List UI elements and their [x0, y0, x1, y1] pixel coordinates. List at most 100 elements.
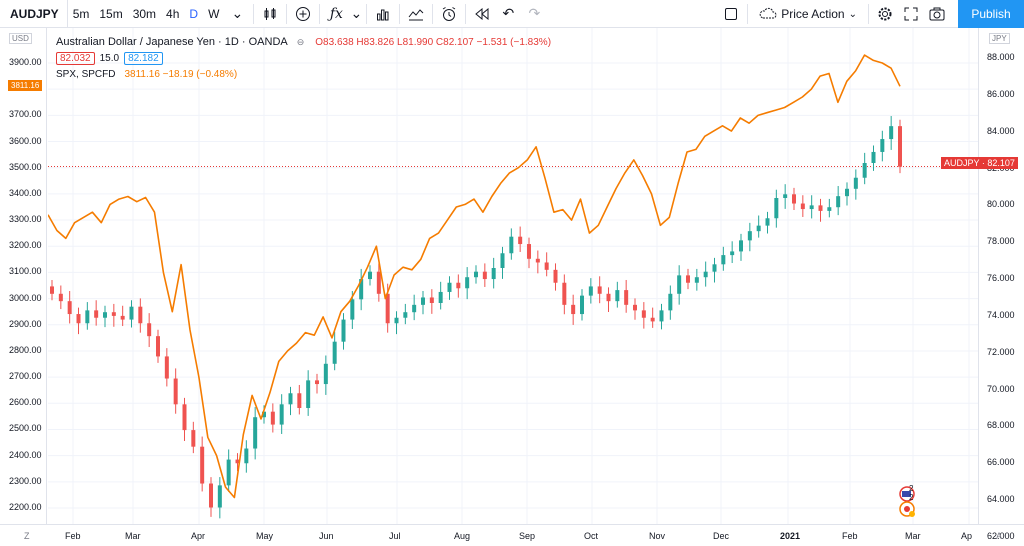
- interval-dropdown-chevron-icon[interactable]: ⌄: [231, 5, 244, 21]
- candle: [606, 287, 611, 313]
- candle: [129, 300, 134, 328]
- bid-ask-row: 82.032 15.0 82.182: [56, 50, 551, 66]
- left-price-axis[interactable]: USD 3900.003800.003700.003600.003500.003…: [0, 28, 47, 524]
- candle: [827, 198, 832, 218]
- overlay-symbol[interactable]: SPX, SPCFD: [56, 68, 116, 80]
- candle-body: [544, 262, 549, 270]
- right-price-axis[interactable]: JPY 88.00086.00084.00082.00080.00078.000…: [978, 28, 1024, 541]
- candle: [712, 257, 717, 283]
- left-axis-tick: 3100.00: [9, 266, 42, 277]
- candle-body: [730, 251, 735, 256]
- candle-body: [633, 304, 637, 311]
- candle: [862, 152, 867, 185]
- candle-body: [217, 485, 222, 508]
- interval-4h[interactable]: 4h: [166, 6, 180, 21]
- candle-body: [323, 363, 328, 385]
- right-axis-tick: 72.000: [987, 346, 1015, 357]
- indicators-chevron-icon[interactable]: ⌄: [350, 5, 363, 21]
- candle: [880, 130, 885, 162]
- time-axis-label: Mar: [905, 531, 921, 541]
- candle: [447, 276, 452, 300]
- candle: [341, 313, 346, 350]
- candle-body: [173, 378, 178, 405]
- ohlc-values: O83.638 H83.826 L81.990 C82.107 −1.531 (…: [315, 36, 552, 48]
- candle-body: [668, 293, 673, 311]
- interval-w[interactable]: W: [208, 6, 220, 21]
- overlay-legend: SPX, SPCFD 3811.16 −18.19 (−0.48%): [56, 66, 551, 82]
- right-axis-tick: 88.000: [987, 52, 1015, 62]
- template-dropdown[interactable]: Price Action ⌄: [751, 7, 865, 22]
- right-axis-tick: 84.000: [987, 125, 1015, 136]
- candle: [85, 302, 90, 330]
- candle: [279, 394, 284, 434]
- candle-body: [111, 312, 116, 316]
- sell-price-button[interactable]: 82.032: [56, 51, 95, 65]
- camera-snapshot-icon[interactable]: [924, 0, 950, 28]
- alert-clock-icon[interactable]: [436, 0, 462, 28]
- compare-add-icon[interactable]: [290, 0, 316, 28]
- candle: [694, 268, 699, 291]
- candle: [703, 261, 708, 287]
- symbol-search-button[interactable]: AUDJPY: [0, 0, 68, 28]
- candle-body: [156, 336, 160, 357]
- right-axis-unit[interactable]: JPY: [989, 33, 1010, 44]
- events-marker-group[interactable]: 2 2: [896, 484, 920, 522]
- legend-collapse-icon[interactable]: ⊖: [296, 36, 305, 47]
- candle-body: [588, 286, 593, 296]
- candle-body: [827, 207, 832, 211]
- candle-body: [580, 295, 584, 315]
- candle: [659, 303, 664, 330]
- buy-price-button[interactable]: 82.182: [124, 51, 163, 65]
- cloud-icon: [759, 7, 777, 22]
- auto-scale-button[interactable]: A: [996, 531, 1003, 541]
- candle-body: [147, 323, 152, 337]
- indicators-fx-icon[interactable]: ƒx: [329, 5, 343, 22]
- interval-5m[interactable]: 5m: [72, 6, 90, 21]
- candles-style-icon[interactable]: [257, 0, 283, 28]
- right-axis-tick: 62.000: [987, 530, 1015, 541]
- template-name: Price Action: [781, 7, 845, 21]
- redo-icon[interactable]: ↷: [528, 5, 541, 21]
- left-axis-tick: 2500.00: [9, 423, 42, 434]
- candle-body: [597, 286, 602, 294]
- candle: [730, 241, 735, 264]
- candle: [500, 246, 505, 279]
- candle: [270, 403, 275, 433]
- undo-icon[interactable]: ↶: [502, 5, 515, 21]
- toolbar-divider: [286, 3, 288, 24]
- candle-body: [191, 430, 196, 447]
- financials-icon[interactable]: [370, 0, 396, 28]
- time-axis-label: Apr: [191, 531, 206, 541]
- candle: [509, 228, 514, 260]
- layout-square-icon[interactable]: [718, 0, 744, 28]
- time-axis[interactable]: Feb Mar Apr May Jun Jul Aug Sep Oct Nov Dec 2021 Feb…: [0, 524, 1024, 546]
- fullscreen-icon[interactable]: [898, 0, 924, 28]
- publish-button[interactable]: Publish: [958, 0, 1024, 28]
- candle-body: [368, 271, 372, 280]
- chart-canvas[interactable]: [48, 28, 978, 524]
- candle: [138, 298, 143, 333]
- candle: [323, 355, 328, 395]
- interval-d[interactable]: D: [189, 6, 199, 21]
- candle: [465, 267, 470, 300]
- replay-icon[interactable]: [469, 0, 495, 28]
- templates-icon[interactable]: [403, 0, 429, 28]
- candle: [668, 285, 673, 320]
- interval-15m[interactable]: 15m: [99, 6, 123, 21]
- candle-body: [279, 404, 284, 425]
- time-zone-button[interactable]: Z: [24, 531, 30, 541]
- chart-pane[interactable]: [48, 28, 978, 524]
- candle-body: [103, 312, 107, 318]
- right-axis-tick: 76.000: [987, 273, 1015, 284]
- candle-body: [447, 282, 452, 292]
- symbol-description[interactable]: Australian Dollar / Japanese Yen · 1D · …: [56, 36, 288, 48]
- candle-body: [765, 218, 770, 226]
- left-axis-unit[interactable]: USD: [9, 33, 32, 44]
- candle: [853, 169, 858, 200]
- candle-body: [800, 203, 805, 210]
- settings-gear-icon[interactable]: [872, 0, 898, 28]
- candle: [111, 303, 116, 327]
- candle: [491, 257, 496, 289]
- interval-30m[interactable]: 30m: [132, 6, 157, 21]
- left-axis-tick: 2600.00: [9, 397, 42, 408]
